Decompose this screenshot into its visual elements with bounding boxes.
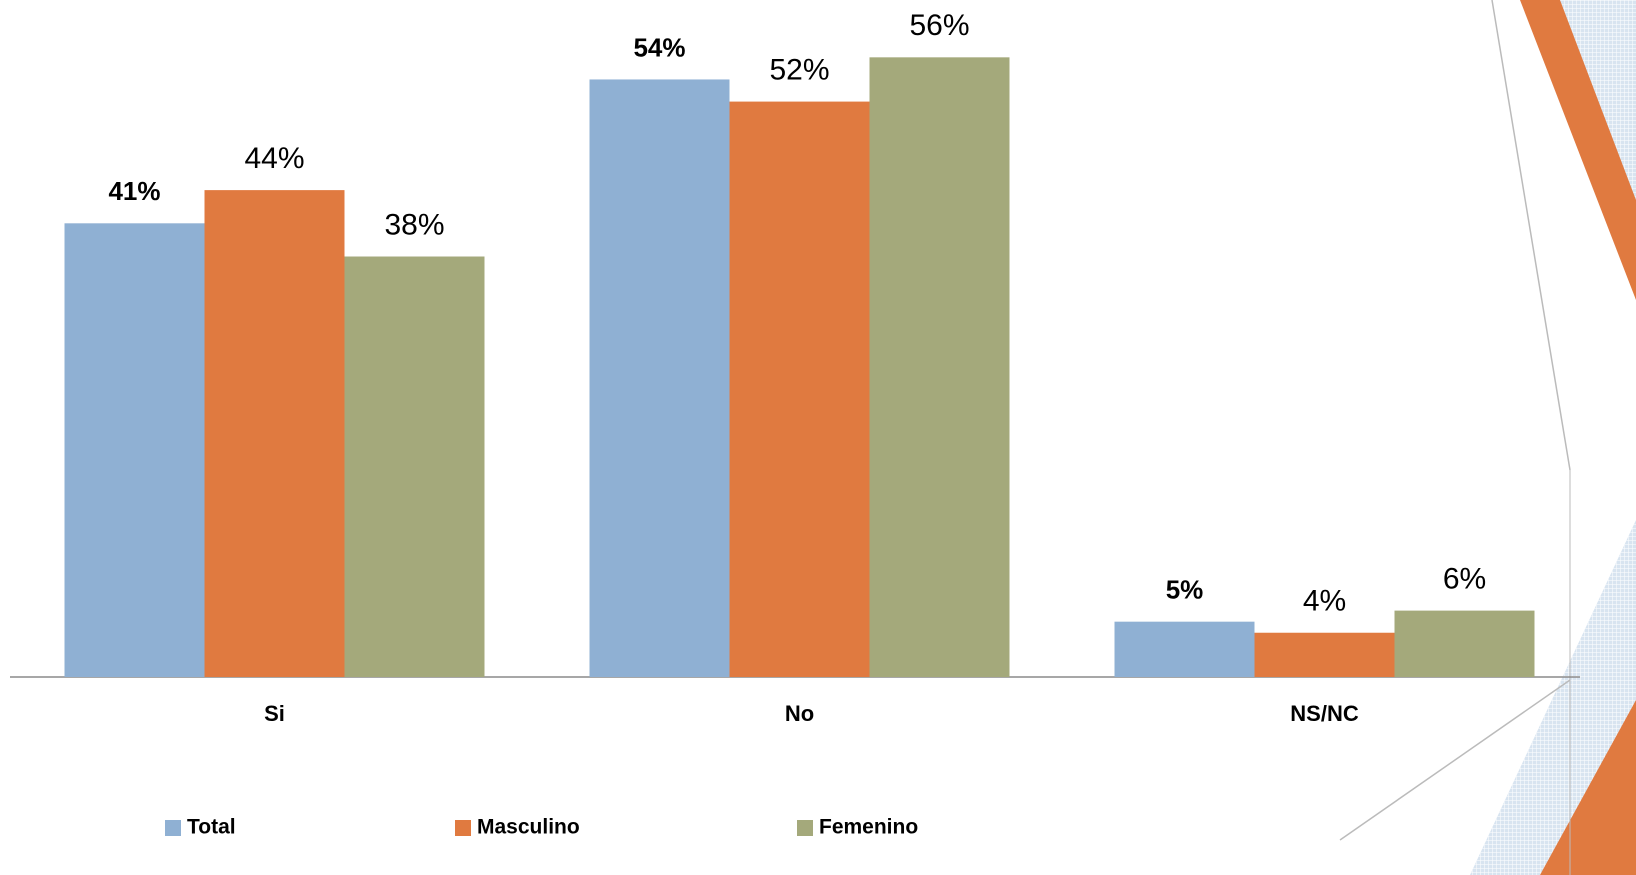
bar <box>204 190 345 678</box>
bar <box>1254 632 1395 677</box>
value-label: 6% <box>1443 563 1486 596</box>
legend-label: Masculino <box>477 816 580 839</box>
value-label: 44% <box>244 142 304 175</box>
bar <box>729 101 870 678</box>
value-label: 54% <box>633 32 685 62</box>
bar <box>1114 621 1255 677</box>
bar <box>869 57 1010 677</box>
value-label: 4% <box>1303 585 1346 618</box>
value-label: 5% <box>1166 575 1204 605</box>
bar <box>64 223 205 678</box>
legend-swatch <box>455 820 471 836</box>
x-tick-label: No <box>785 701 814 726</box>
legend-label: Total <box>187 816 236 839</box>
x-tick-label: Si <box>264 701 285 726</box>
bar <box>589 79 730 678</box>
value-label: 56% <box>909 9 969 42</box>
value-label: 41% <box>108 176 160 206</box>
x-tick-label: NS/NC <box>1290 701 1359 726</box>
value-label: 38% <box>384 208 444 241</box>
legend-label: Femenino <box>819 816 918 839</box>
legend-swatch <box>797 820 813 836</box>
decoration <box>1339 0 1636 875</box>
value-label: 52% <box>769 54 829 87</box>
bar <box>1394 610 1535 677</box>
legend-swatch <box>165 820 181 836</box>
bar <box>344 256 485 677</box>
